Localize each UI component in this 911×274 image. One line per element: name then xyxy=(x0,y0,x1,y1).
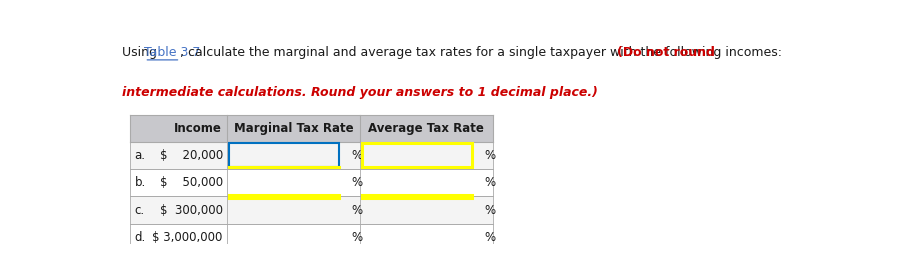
Bar xyxy=(229,143,338,167)
Bar xyxy=(129,196,492,224)
Text: Using: Using xyxy=(122,45,161,59)
Text: %: % xyxy=(351,204,363,217)
Text: a.: a. xyxy=(134,149,146,162)
Text: %: % xyxy=(351,149,363,162)
Text: Average Tax Rate: Average Tax Rate xyxy=(368,122,484,135)
Bar xyxy=(129,115,492,142)
Text: Marginal Tax Rate: Marginal Tax Rate xyxy=(233,122,353,135)
Text: $ 3,000,000: $ 3,000,000 xyxy=(152,231,222,244)
Text: %: % xyxy=(484,176,495,189)
Text: %: % xyxy=(351,231,363,244)
Text: intermediate calculations. Round your answers to 1 decimal place.): intermediate calculations. Round your an… xyxy=(122,85,598,99)
Text: %: % xyxy=(484,204,495,217)
Text: $    50,000: $ 50,000 xyxy=(159,176,222,189)
Text: b.: b. xyxy=(134,176,146,189)
Text: %: % xyxy=(484,149,495,162)
Bar xyxy=(129,142,492,169)
Text: Income: Income xyxy=(173,122,221,135)
Text: c.: c. xyxy=(134,204,145,217)
Text: (Do not round: (Do not round xyxy=(617,45,714,59)
Bar xyxy=(129,169,492,196)
Text: , calculate the marginal and average tax rates for a single taxpayer with the fo: , calculate the marginal and average tax… xyxy=(180,45,785,59)
Text: $  300,000: $ 300,000 xyxy=(159,204,222,217)
Text: %: % xyxy=(484,231,495,244)
Text: $    20,000: $ 20,000 xyxy=(159,149,222,162)
Bar xyxy=(362,143,471,167)
Text: Table 3.7: Table 3.7 xyxy=(144,45,200,59)
Text: %: % xyxy=(351,176,363,189)
Text: d.: d. xyxy=(134,231,146,244)
Bar xyxy=(129,224,492,251)
